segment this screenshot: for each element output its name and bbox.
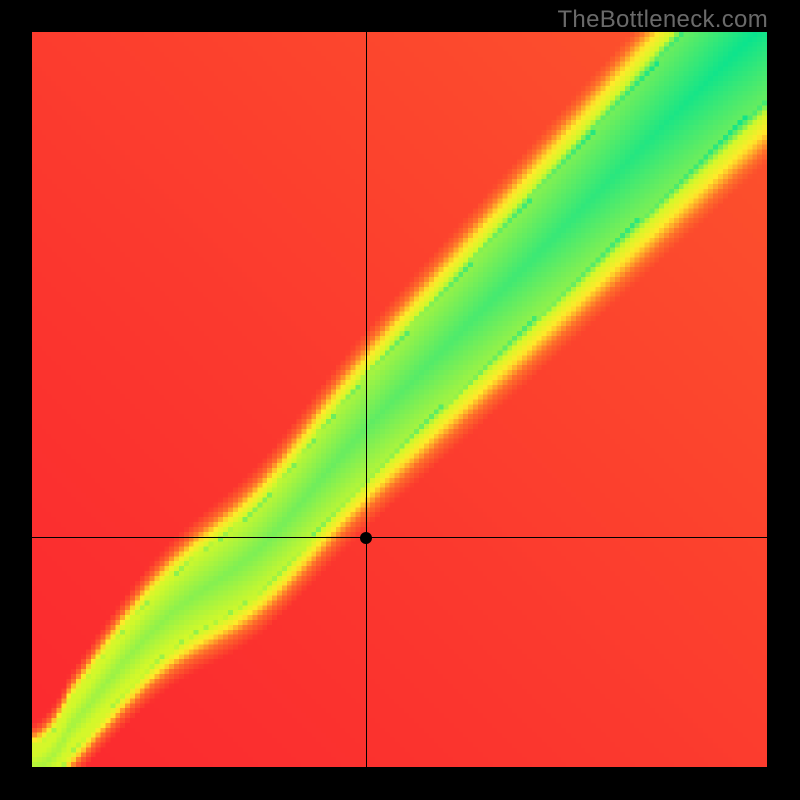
crosshair-horizontal [32, 537, 767, 538]
watermark-text: TheBottleneck.com [557, 6, 768, 34]
heatmap-canvas [32, 32, 767, 767]
crosshair-vertical [366, 32, 367, 767]
page-root: TheBottleneck.com [0, 0, 800, 800]
chart-frame [32, 32, 767, 767]
